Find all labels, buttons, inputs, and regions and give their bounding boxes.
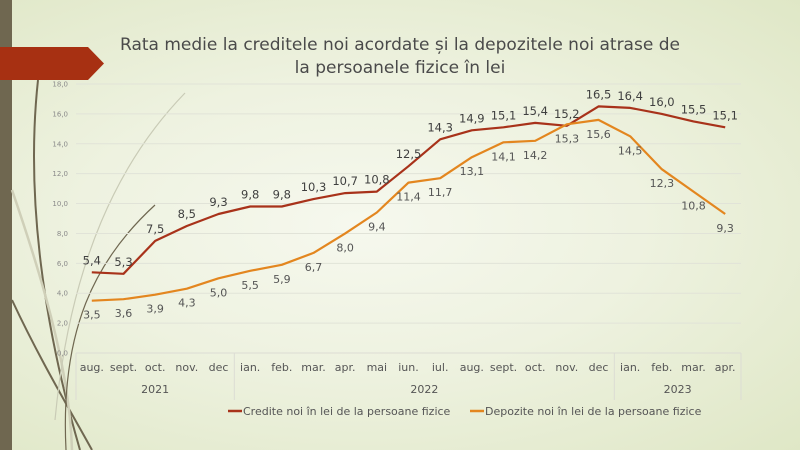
y-tick-label: 4,0 bbox=[57, 290, 68, 298]
legend-label: Credite noi în lei de la persoane fizice bbox=[243, 405, 451, 418]
x-tick-label: ian. bbox=[620, 361, 640, 374]
data-label: 5,5 bbox=[241, 279, 259, 292]
data-label: 6,7 bbox=[305, 261, 323, 274]
data-label: 5,3 bbox=[114, 255, 132, 269]
x-group-label: 2021 bbox=[141, 383, 169, 396]
y-tick-label: 12,0 bbox=[52, 170, 68, 178]
x-tick-label: sept. bbox=[490, 361, 517, 374]
x-axis: aug. sept. oct. nov. dec ian. feb. mar. apr. mai i… bbox=[75, 352, 742, 400]
data-label: 5,0 bbox=[210, 286, 228, 299]
y-tick-label: 2,0 bbox=[57, 320, 68, 328]
data-label: 10,8 bbox=[364, 173, 390, 187]
data-label: 15,2 bbox=[554, 107, 580, 121]
data-label: 11,7 bbox=[428, 186, 453, 199]
legend-label: Depozite noi în lei de la persoane fizic… bbox=[485, 405, 702, 418]
data-label: 8,5 bbox=[178, 207, 196, 221]
x-tick-label: oct. bbox=[145, 361, 166, 374]
data-label: 3,5 bbox=[83, 309, 101, 322]
data-label: 9,4 bbox=[368, 221, 386, 234]
x-tick-label: aug. bbox=[460, 361, 484, 374]
data-label: 14,3 bbox=[427, 120, 453, 134]
x-tick-label: mai bbox=[367, 361, 388, 374]
x-group-label: 2023 bbox=[664, 383, 692, 396]
data-label: 16,0 bbox=[649, 95, 675, 109]
x-tick-label: mar. bbox=[301, 361, 325, 374]
data-label: 7,5 bbox=[146, 222, 164, 236]
legend: Credite noi în lei de la persoane fizice… bbox=[228, 405, 702, 418]
x-tick-label: apr. bbox=[335, 361, 356, 374]
y-tick-label: 6,0 bbox=[57, 260, 68, 268]
series-lines bbox=[91, 105, 726, 302]
chart-title-line-1: Rata medie la creditele noi acordate și … bbox=[120, 35, 680, 55]
x-tick-label: iul. bbox=[432, 361, 449, 374]
data-label: 8,0 bbox=[336, 241, 354, 254]
data-label: 14,9 bbox=[459, 111, 485, 125]
x-tick-label: ian. bbox=[240, 361, 260, 374]
data-label: 10,3 bbox=[301, 180, 327, 194]
data-label: 5,4 bbox=[83, 253, 101, 267]
data-label: 15,3 bbox=[555, 132, 580, 145]
data-label: 12,3 bbox=[650, 177, 675, 190]
y-tick-label: 14,0 bbox=[52, 140, 68, 148]
y-tick-label: 16,0 bbox=[52, 110, 68, 118]
data-label: 16,4 bbox=[617, 89, 643, 103]
data-label: 9,3 bbox=[716, 222, 734, 235]
data-label: 5,9 bbox=[273, 273, 291, 286]
data-labels: 5,4 5,3 7,5 8,5 9,3 9,8 9,8 10,3 10,7 10,8 12,5 14,… bbox=[83, 87, 738, 321]
data-label: 13,1 bbox=[460, 165, 485, 178]
x-tick-label: iun. bbox=[398, 361, 419, 374]
data-label: 15,6 bbox=[586, 128, 611, 141]
series-line-credite bbox=[91, 105, 726, 275]
y-tick-label: 0,0 bbox=[57, 350, 68, 358]
x-tick-label: mar. bbox=[681, 361, 705, 374]
data-label: 15,4 bbox=[522, 104, 548, 118]
x-tick-label: apr. bbox=[715, 361, 736, 374]
data-label: 10,7 bbox=[332, 174, 358, 188]
x-tick-label: dec bbox=[209, 361, 229, 374]
data-label: 14,5 bbox=[618, 144, 643, 157]
x-tick-label: nov. bbox=[555, 361, 578, 374]
y-tick-label: 8,0 bbox=[57, 230, 68, 238]
data-label: 15,1 bbox=[491, 108, 517, 122]
y-tick-label: 10,0 bbox=[52, 200, 68, 208]
data-label: 10,8 bbox=[681, 200, 706, 213]
x-tick-label: feb. bbox=[271, 361, 292, 374]
data-label: 3,9 bbox=[146, 303, 164, 316]
data-label: 16,5 bbox=[586, 87, 612, 101]
data-label: 3,6 bbox=[115, 307, 133, 320]
data-label: 11,4 bbox=[396, 191, 421, 204]
data-label: 15,5 bbox=[681, 102, 707, 116]
data-label: 9,8 bbox=[273, 188, 291, 202]
chart-title: Rata medie la creditele noi acordate și … bbox=[100, 34, 700, 80]
series-line-depozite bbox=[91, 118, 726, 302]
x-tick-label: nov. bbox=[175, 361, 198, 374]
data-label: 9,3 bbox=[209, 195, 227, 209]
data-label: 9,8 bbox=[241, 188, 259, 202]
chart-title-line-2: la persoanele fizice în lei bbox=[294, 58, 506, 78]
x-tick-label: oct. bbox=[525, 361, 546, 374]
y-tick-label: 18,0 bbox=[52, 81, 68, 89]
data-label: 14,2 bbox=[523, 149, 548, 162]
data-label: 12,5 bbox=[396, 147, 422, 161]
data-label: 15,1 bbox=[712, 108, 738, 122]
x-group-label: 2022 bbox=[410, 383, 438, 396]
x-tick-label: feb. bbox=[651, 361, 672, 374]
data-label: 4,3 bbox=[178, 297, 196, 310]
slide-side-bar bbox=[0, 0, 12, 450]
data-label: 14,1 bbox=[491, 150, 516, 163]
y-axis-ticks: 0,0 2,0 4,0 6,0 8,0 10,0 12,0 14,0 16,0 18,0 bbox=[52, 81, 68, 358]
title-banner-arrow bbox=[0, 47, 104, 80]
x-tick-label: sept. bbox=[110, 361, 137, 374]
x-tick-label: dec bbox=[589, 361, 609, 374]
gridlines bbox=[76, 83, 741, 354]
x-tick-label: aug. bbox=[80, 361, 104, 374]
